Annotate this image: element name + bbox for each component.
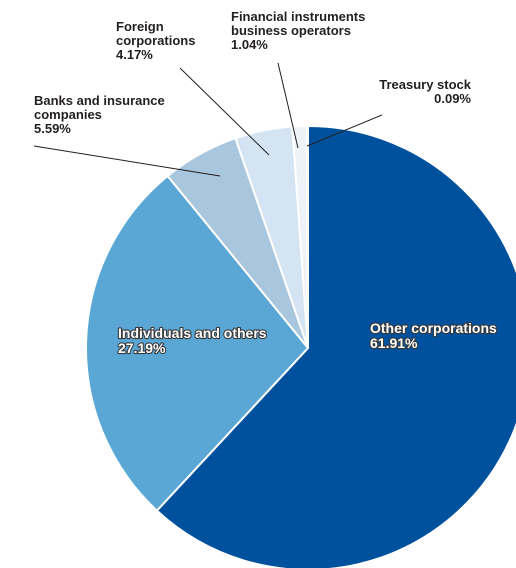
pie-slices [85,124,516,568]
slice-label-treasury-stock: Treasury stock 0.09% [379,77,472,106]
slice-value-label: 4.17% [116,47,153,62]
slice-category-label: Treasury stock [379,77,472,92]
slice-value-label: 1.04% [231,37,268,52]
pie-slice-treasury-stock [305,124,309,349]
slice-value-label: 5.59% [34,121,71,136]
slice-label-individuals-and-others: Individuals and others 27.19% [118,325,267,356]
slice-value-label: 27.19% [118,340,166,356]
slice-value-label: 0.09% [434,91,471,106]
slice-category-label: Financial instruments [231,9,365,24]
slice-label-financial-instruments-business-operators: Financial instruments business operators 1… [231,9,365,52]
slice-category-label: Individuals and others [118,325,267,341]
leader-line-treasury-stock [306,114,383,147]
slice-label-banks-and-insurance-companies: Banks and insurance companies 5.59% [34,93,165,136]
slice-label-other-corporations: Other corporations 61.91% [370,320,497,351]
slice-category-label: Other corporations [370,320,497,336]
pie-slice-individuals-and-others [85,174,310,513]
pie-slice-other-corporations [155,124,516,568]
slice-category-label: companies [34,107,102,122]
slice-category-label: business operators [231,23,351,38]
slice-label-foreign-corporations: Foreign corporations 4.17% [116,19,195,62]
leader-line-financial-instruments-business-operators [277,62,299,149]
slice-labels: Other corporations 61.91% Individuals and … [34,9,498,357]
leader-lines [33,62,383,177]
leader-line-banks-and-insurance-companies [33,145,221,177]
slice-category-label: Banks and insurance [34,93,165,108]
slice-value-label: 61.91% [370,335,418,351]
slice-category-label: Foreign [116,19,164,34]
slice-category-label: corporations [116,33,195,48]
leader-line-foreign-corporations [179,67,270,156]
